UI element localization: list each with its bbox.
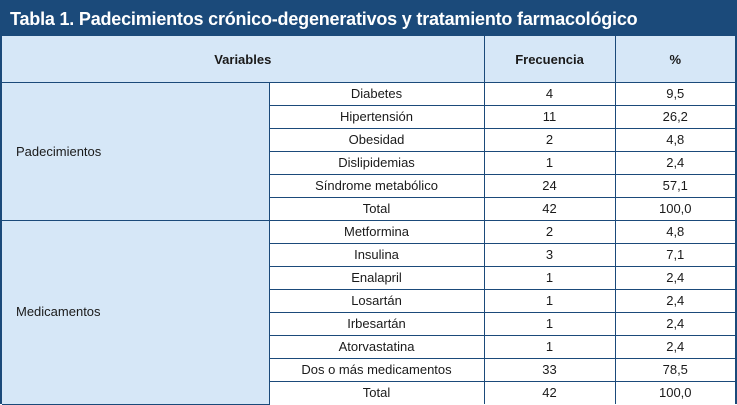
row-frecuencia: 24 — [484, 174, 616, 198]
row-frecuencia: 42 — [484, 197, 616, 221]
row-frecuencia: 2 — [484, 128, 616, 152]
row-item: Insulina — [269, 243, 485, 267]
row-porcentaje: 7,1 — [615, 243, 736, 267]
group-label-medicamentos: Medicamentos — [2, 220, 270, 405]
group-label-padecimientos: Padecimientos — [2, 82, 270, 221]
row-item: Atorvastatina — [269, 335, 485, 359]
row-item: Obesidad — [269, 128, 485, 152]
row-item: Dislipidemias — [269, 151, 485, 175]
table-row: Dos o más medicamentos 33 78,5 — [2, 358, 736, 382]
row-porcentaje: 4,8 — [615, 220, 736, 244]
table-row: Enalapril 1 2,4 — [2, 266, 736, 290]
header-porcentaje: % — [615, 36, 736, 83]
row-item: Losartán — [269, 289, 485, 313]
row-item: Total — [269, 381, 485, 404]
row-item: Metformina — [269, 220, 485, 244]
row-frecuencia: 11 — [484, 105, 616, 129]
row-porcentaje: 100,0 — [615, 381, 736, 404]
table-row: Dislipidemias 1 2,4 — [2, 151, 736, 175]
header-frecuencia: Frecuencia — [484, 36, 616, 83]
row-frecuencia: 42 — [484, 381, 616, 404]
row-item: Hipertensión — [269, 105, 485, 129]
table-row-total: Total 42 100,0 — [2, 197, 736, 221]
row-porcentaje: 26,2 — [615, 105, 736, 129]
table-title: Tabla 1. Padecimientos crónico-degenerat… — [2, 2, 735, 36]
row-porcentaje: 2,4 — [615, 151, 736, 175]
table-row: Padecimientos Diabetes 4 9,5 — [2, 82, 736, 221]
row-item: Total — [269, 197, 485, 221]
header-variables: Variables — [2, 36, 485, 83]
row-porcentaje: 2,4 — [615, 289, 736, 313]
header-row: Variables Frecuencia % — [2, 36, 736, 83]
row-frecuencia: 1 — [484, 335, 616, 359]
row-item: Síndrome metabólico — [269, 174, 485, 198]
row-porcentaje: 78,5 — [615, 358, 736, 382]
row-porcentaje: 4,8 — [615, 128, 736, 152]
table-row: Irbesartán 1 2,4 — [2, 312, 736, 336]
row-frecuencia: 4 — [484, 82, 616, 106]
row-frecuencia: 1 — [484, 151, 616, 175]
row-porcentaje: 9,5 — [615, 82, 736, 106]
row-frecuencia: 1 — [484, 312, 616, 336]
row-frecuencia: 33 — [484, 358, 616, 382]
table-row: Atorvastatina 1 2,4 — [2, 335, 736, 359]
row-item: Enalapril — [269, 266, 485, 290]
row-porcentaje: 2,4 — [615, 335, 736, 359]
table-row: Hipertensión 11 26,2 — [2, 105, 736, 129]
data-table: Variables Frecuencia % Padecimientos Dia… — [2, 36, 736, 405]
row-frecuencia: 1 — [484, 289, 616, 313]
row-porcentaje: 100,0 — [615, 197, 736, 221]
table-row-total: Total 42 100,0 — [2, 381, 736, 404]
row-porcentaje: 2,4 — [615, 312, 736, 336]
table-row: Medicamentos Metformina 2 4,8 — [2, 220, 736, 405]
row-porcentaje: 2,4 — [615, 266, 736, 290]
table-row: Síndrome metabólico 24 57,1 — [2, 174, 736, 198]
row-frecuencia: 2 — [484, 220, 616, 244]
row-item: Diabetes — [269, 82, 485, 106]
row-porcentaje: 57,1 — [615, 174, 736, 198]
table-row: Obesidad 2 4,8 — [2, 128, 736, 152]
row-item: Irbesartán — [269, 312, 485, 336]
row-frecuencia: 1 — [484, 266, 616, 290]
table-row: Insulina 3 7,1 — [2, 243, 736, 267]
table-row: Losartán 1 2,4 — [2, 289, 736, 313]
row-item: Dos o más medicamentos — [269, 358, 485, 382]
row-frecuencia: 3 — [484, 243, 616, 267]
